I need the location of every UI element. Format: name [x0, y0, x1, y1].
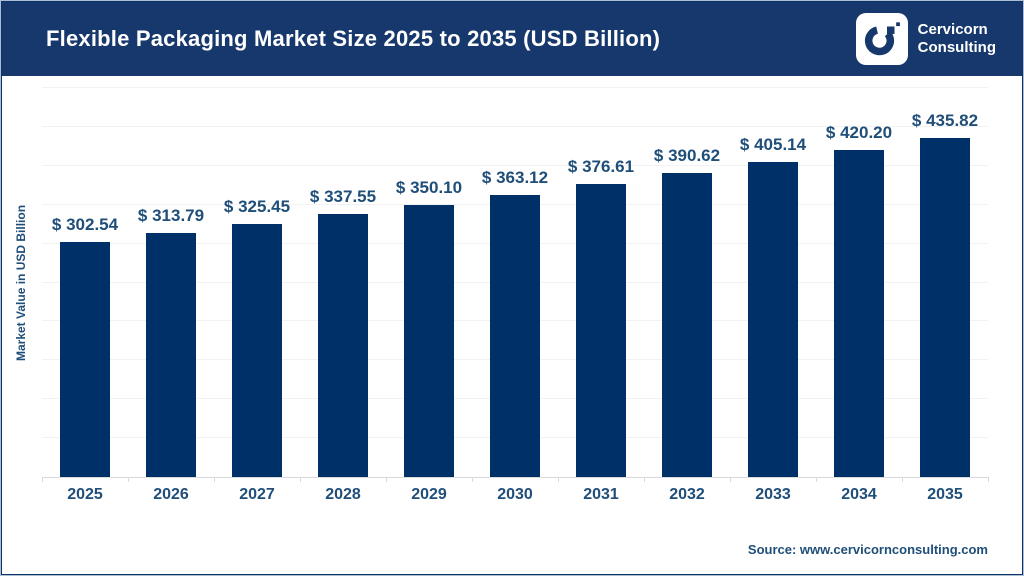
bar-column: $ 435.82	[902, 88, 988, 477]
x-axis-tick	[128, 477, 129, 482]
bar	[490, 194, 540, 477]
source-text: Source: www.cervicornconsulting.com	[747, 542, 988, 557]
bar-value-label: $ 435.82	[911, 110, 979, 130]
x-tick-label: 2030	[497, 486, 533, 503]
x-tick-label: 2032	[669, 486, 705, 503]
x-axis-tick	[472, 477, 473, 482]
bar-value-label: $ 376.61	[567, 157, 635, 176]
cervicorn-logo-icon	[855, 13, 908, 65]
bar	[404, 204, 454, 477]
bar-column: $ 363.12	[472, 88, 558, 477]
x-tick-label: 2026	[153, 486, 189, 503]
header: Flexible Packaging Market Size 2025 to 2…	[2, 2, 1022, 76]
plot-area: $ 302.54 $ 313.79 $ 325.45 $ 337.55 $ 350.10…	[42, 87, 989, 482]
x-axis-tick	[300, 477, 301, 482]
bar	[662, 173, 712, 477]
x-axis-tick	[988, 477, 989, 482]
x-axis-labels: 2025 2026 2027 2028 2029 2030 2031 2032 2033 2034…	[42, 486, 988, 504]
bar	[232, 223, 282, 477]
bar-column: $ 313.79	[128, 88, 214, 477]
y-axis-title: Market Value in USD Billion	[14, 204, 28, 362]
x-axis-tick	[42, 477, 43, 482]
x-axis-tick	[558, 477, 559, 482]
bar	[60, 241, 110, 477]
brand-name: Cervicorn Consulting	[918, 21, 996, 57]
bar-value-label: $ 363.12	[481, 167, 549, 187]
bar-column: $ 350.10	[386, 88, 472, 477]
x-tick-label: 2028	[325, 486, 361, 503]
gridline	[42, 125, 988, 127]
bar-column: $ 302.54	[42, 88, 128, 477]
x-tick-label: 2025	[67, 486, 103, 503]
bar	[834, 150, 884, 477]
bar	[748, 161, 798, 477]
gridline	[42, 164, 988, 166]
bar	[318, 214, 368, 477]
bar-column: $ 405.14	[730, 88, 816, 477]
bar	[920, 137, 970, 477]
x-tick-label: 2029	[411, 486, 447, 503]
brand-name-line1: Cervicorn	[917, 21, 988, 38]
x-tick-label: 2034	[841, 486, 877, 503]
x-axis-tick	[644, 477, 645, 482]
bar-value-label: $ 313.79	[137, 205, 205, 225]
bar-column: $ 376.61	[558, 88, 644, 477]
bar-value-label: $ 420.20	[825, 123, 893, 143]
brand: Cervicorn Consulting	[855, 2, 996, 76]
bar	[146, 232, 196, 477]
bar-column: $ 337.55	[300, 88, 386, 477]
x-tick-label: 2033	[755, 486, 791, 503]
brand-name-line2: Consulting	[917, 39, 996, 56]
x-axis-tick	[816, 477, 817, 482]
bar-value-label: $ 325.45	[223, 196, 291, 216]
bar-column: $ 325.45	[214, 88, 300, 477]
bar	[576, 184, 626, 477]
bar-column: $ 390.62	[644, 88, 730, 477]
bar-value-label: $ 390.62	[653, 146, 721, 166]
x-tick-label: 2027	[239, 486, 275, 503]
x-tick-label: 2035	[927, 486, 963, 503]
x-tick-label: 2031	[583, 486, 619, 503]
bar-value-label: $ 337.55	[309, 187, 377, 207]
bar-value-label: $ 302.54	[51, 214, 119, 234]
bar-column: $ 420.20	[816, 88, 902, 477]
chart-title: Flexible Packaging Market Size 2025 to 2…	[46, 26, 661, 51]
bar-value-label: $ 350.10	[395, 177, 463, 197]
x-axis-tick	[902, 477, 903, 482]
x-axis-tick	[386, 477, 387, 482]
bar-value-label: $ 405.14	[739, 134, 807, 154]
x-axis-tick	[730, 477, 731, 482]
x-axis-tick	[214, 477, 215, 482]
gridline	[42, 87, 988, 88]
